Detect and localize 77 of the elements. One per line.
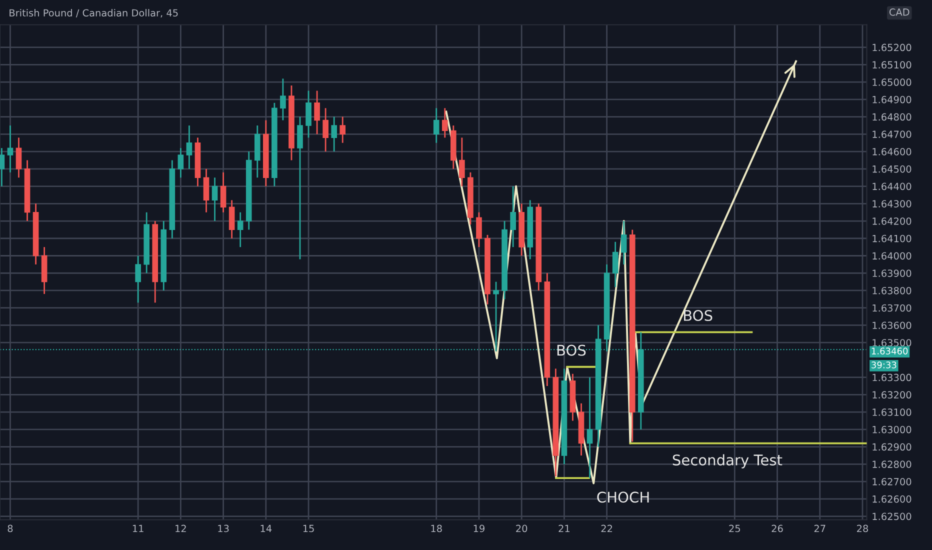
y-tick-label: 1.65100 xyxy=(872,61,912,69)
y-tick-label: 1.64500 xyxy=(872,165,912,173)
candlestick xyxy=(510,186,516,248)
y-tick-label: 1.62900 xyxy=(872,443,912,451)
candlestick xyxy=(7,124,14,174)
candlestick xyxy=(228,199,235,240)
annotation: BOS xyxy=(684,310,712,322)
x-tick-label: 14 xyxy=(260,524,272,532)
x-tick-label: 20 xyxy=(516,524,528,532)
candlestick xyxy=(620,220,627,266)
y-tick-label: 1.63100 xyxy=(872,408,912,416)
candlestick xyxy=(322,107,328,152)
y-tick-label: 1.63900 xyxy=(872,270,912,277)
candlestick xyxy=(220,172,226,214)
y-tick-label: 1.64000 xyxy=(872,252,912,260)
candlestick xyxy=(0,147,5,187)
x-tick-label: 18 xyxy=(431,524,442,532)
candlestick xyxy=(178,147,184,178)
candlestick xyxy=(280,78,286,121)
y-tick-label: 1.62600 xyxy=(872,495,912,503)
y-tick-label: 1.64700 xyxy=(872,130,912,138)
candlestick xyxy=(612,241,618,288)
candlestick xyxy=(186,124,192,170)
x-tick-label: 25 xyxy=(729,524,740,532)
candlestick xyxy=(314,90,320,135)
y-tick-label: 1.62800 xyxy=(872,460,912,468)
y-tick-label: 1.63300 xyxy=(872,374,912,382)
candlestick xyxy=(340,116,346,144)
ref-line-label: 1.63460 xyxy=(872,348,908,354)
y-tick-label: 1.64400 xyxy=(872,182,912,190)
y-tick-label: 1.62700 xyxy=(872,478,912,486)
x-tick-label: 21 xyxy=(558,524,570,532)
annotation: BOS xyxy=(557,344,586,356)
text: CAD xyxy=(889,8,910,16)
y-tick-label: 1.64800 xyxy=(872,113,912,121)
x-tick-label: 11 xyxy=(132,524,144,532)
candlestick xyxy=(297,116,303,260)
candlestick xyxy=(212,176,218,222)
y-tick-label: 1.65000 xyxy=(872,78,912,86)
annotation: CHOCH xyxy=(597,492,649,503)
candlestick xyxy=(306,90,312,138)
y-tick-label: 1.64200 xyxy=(872,217,912,225)
chart-title: British Pound / Canadian Dollar, 45 xyxy=(10,9,178,18)
x-tick-label: 13 xyxy=(218,524,229,532)
y-tick-label: 1.62500 xyxy=(872,512,912,520)
candlestick xyxy=(459,136,465,187)
x-tick-label: 8 xyxy=(8,524,13,532)
x-tick-label: 28 xyxy=(857,524,868,532)
y-tick-label: 1.63700 xyxy=(872,304,912,312)
candlestick xyxy=(476,212,482,248)
text: 39:33 xyxy=(872,362,896,368)
x-tick-label: 15 xyxy=(303,524,314,532)
candlestick xyxy=(493,281,499,352)
y-tick-label: 1.63600 xyxy=(872,322,912,330)
x-tick-label: 22 xyxy=(601,524,612,532)
candlestick xyxy=(203,168,210,214)
y-tick-label: 1.63800 xyxy=(872,286,912,294)
x-tick-label: 12 xyxy=(176,524,186,532)
candlestick xyxy=(586,376,593,479)
candlestick xyxy=(16,136,22,178)
candlestick xyxy=(331,116,337,152)
x-tick-label: 26 xyxy=(772,524,783,532)
y-tick-label: 1.64600 xyxy=(872,148,912,156)
y-tick-label: 1.65200 xyxy=(872,44,912,52)
y-tick-label: 1.64100 xyxy=(872,234,912,242)
candlestick xyxy=(433,107,440,144)
x-tick-label: 27 xyxy=(814,524,826,532)
annotation: Secondary Test xyxy=(672,454,782,468)
y-tick-label: 1.64300 xyxy=(872,200,912,208)
y-tick-label: 1.63500 xyxy=(872,339,912,346)
x-tick-label: 19 xyxy=(474,524,484,532)
y-tick-label: 1.64900 xyxy=(872,96,912,104)
y-tick-label: 1.63000 xyxy=(872,426,912,434)
y-tick-label: 1.63200 xyxy=(872,391,912,399)
candlestick xyxy=(442,107,448,138)
candlestick xyxy=(237,212,244,248)
candlestick xyxy=(135,255,141,304)
